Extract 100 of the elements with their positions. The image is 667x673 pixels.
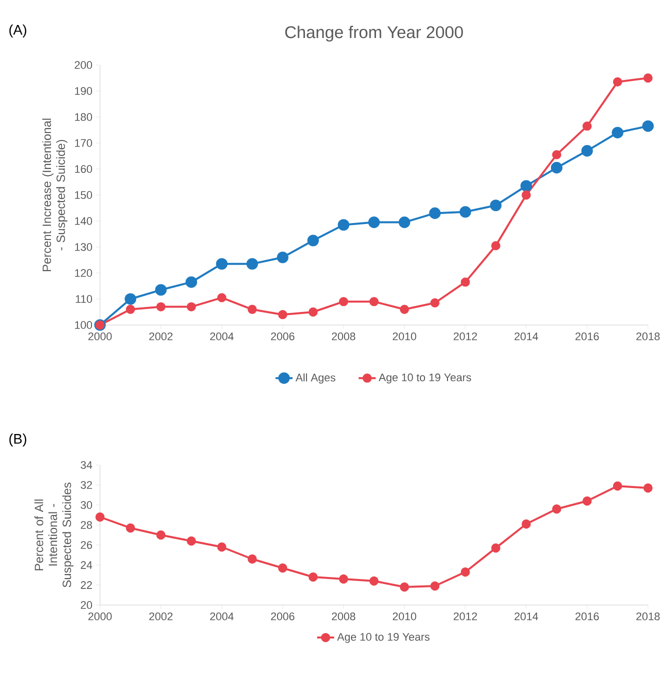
point	[522, 519, 531, 529]
y-tick-label: 22	[80, 581, 92, 589]
point	[491, 543, 500, 553]
point	[550, 162, 562, 174]
point	[217, 542, 226, 552]
point	[643, 73, 653, 83]
y-tick-label: 34	[80, 461, 92, 469]
point	[246, 258, 258, 270]
point	[369, 297, 379, 306]
legend-label: All Ages	[296, 373, 336, 384]
point	[491, 241, 500, 250]
point	[398, 216, 410, 228]
point	[338, 297, 348, 306]
point	[308, 572, 318, 582]
x-tick-label: 2000	[88, 332, 112, 340]
point	[338, 574, 348, 584]
point	[612, 77, 622, 86]
point	[460, 567, 470, 577]
x-tick-label: 2014	[514, 332, 538, 340]
point	[307, 234, 319, 246]
y-tick-label: 200	[74, 61, 92, 69]
point	[217, 293, 226, 302]
point	[400, 304, 410, 314]
point	[582, 496, 592, 506]
point	[248, 304, 257, 314]
point	[338, 219, 350, 231]
point	[369, 576, 379, 586]
text: (B)	[9, 434, 26, 447]
y-tick-label: 110	[76, 295, 92, 303]
point	[156, 530, 166, 540]
text: (A)	[9, 24, 26, 38]
point	[186, 276, 198, 288]
x-tick-label: 2002	[149, 332, 173, 340]
point	[95, 512, 105, 522]
point	[216, 258, 228, 270]
y-tick-label: 100	[75, 321, 92, 329]
x-tick-label: 2016	[575, 612, 599, 620]
x-tick-label: 2008	[332, 332, 356, 340]
point	[460, 278, 470, 287]
x-tick-label: 2012	[454, 332, 477, 340]
point	[126, 304, 136, 314]
x-tick-label: 2000	[88, 612, 112, 620]
y-tick-label: 130	[75, 243, 92, 251]
y-tick-label: 140	[75, 217, 92, 225]
point	[155, 284, 167, 296]
y-tick-label: 30	[80, 501, 92, 509]
y-axis-title: Percent of All Intentional - Suspected Suicides	[34, 482, 74, 588]
x-tick-label: 2006	[271, 332, 294, 340]
point	[522, 190, 531, 200]
x-tick-label: 2016	[575, 332, 599, 340]
x-tick-label: 2010	[392, 612, 416, 620]
point	[642, 120, 654, 132]
point	[400, 582, 410, 592]
chart-title: Change from Year 2000	[285, 26, 463, 42]
x-tick-label: 2012	[454, 612, 477, 620]
point	[612, 481, 622, 491]
x-tick-label: 2006	[271, 612, 294, 620]
y-tick-label: 190	[75, 87, 92, 95]
point	[248, 554, 257, 564]
point	[278, 563, 288, 573]
point	[430, 298, 440, 308]
x-tick-label: 2002	[149, 612, 173, 620]
point	[124, 293, 136, 305]
point	[520, 180, 532, 192]
x-tick-label: 2004	[210, 332, 234, 340]
point	[126, 523, 136, 533]
y-axis-title: Percent Increase (Intentional - Suspected Suicide)	[42, 118, 68, 272]
y-tick-label: 180	[75, 113, 92, 121]
point	[643, 483, 653, 493]
x-tick-label: 2018	[636, 612, 660, 620]
y-tick-label: 160	[75, 165, 92, 173]
y-tick-label: 32	[80, 481, 92, 489]
y-tick-label: 20	[80, 601, 92, 609]
point	[490, 200, 502, 212]
y-tick-label: 26	[80, 541, 92, 549]
point	[582, 122, 592, 131]
x-tick-label: 2010	[392, 332, 416, 340]
point	[429, 207, 441, 219]
point	[368, 216, 380, 228]
point	[276, 252, 288, 264]
point	[186, 302, 196, 312]
x-tick-label: 2018	[636, 332, 660, 340]
point	[186, 536, 196, 546]
y-tick-label: 150	[75, 191, 92, 199]
point	[460, 206, 472, 218]
legend-label: Age 10 to 19 Years	[378, 374, 472, 384]
y-tick-label: 170	[75, 139, 92, 147]
y-tick-label: 24	[80, 561, 92, 569]
y-tick-label: 120	[75, 269, 92, 277]
x-tick-label: 2014	[514, 612, 538, 620]
y-tick-label: 28	[80, 521, 92, 529]
legend-label: Age 10 to 19 Years	[337, 632, 430, 643]
point	[156, 302, 166, 312]
x-tick-label: 2008	[332, 612, 356, 620]
point	[552, 504, 562, 514]
point	[278, 310, 288, 320]
point	[308, 307, 318, 317]
point	[612, 126, 624, 138]
x-tick-label: 2004	[210, 612, 234, 620]
point	[581, 145, 593, 157]
